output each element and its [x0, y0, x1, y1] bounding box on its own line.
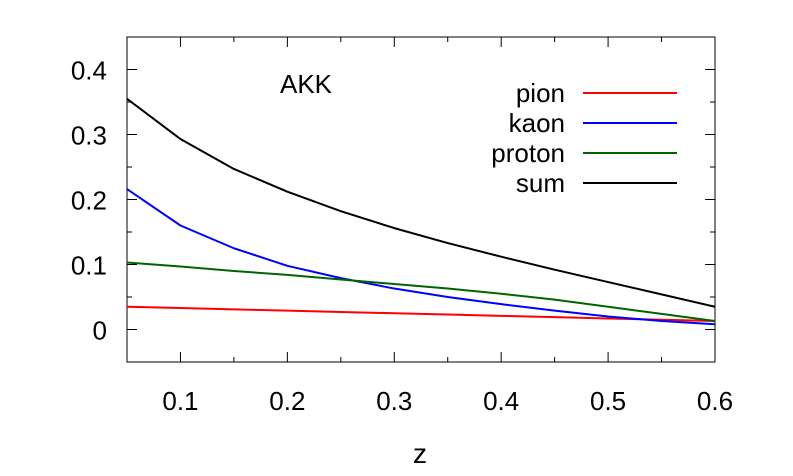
series-line-kaon — [127, 188, 715, 326]
legend-label-proton: proton — [491, 138, 565, 168]
x-tick-label: 0.3 — [376, 386, 412, 416]
y-tick-label: 0.3 — [71, 121, 107, 151]
x-axis-label: z — [413, 438, 427, 469]
legend-label-sum: sum — [516, 168, 565, 198]
y-tick-label: 0.1 — [71, 251, 107, 281]
chart-title: AKK — [280, 69, 333, 99]
x-tick-label: 0.1 — [162, 386, 198, 416]
legend-label-pion: pion — [516, 78, 565, 108]
x-tick-label: 0.5 — [590, 386, 626, 416]
series-line-sum — [127, 97, 715, 308]
series-line-proton — [127, 261, 715, 323]
x-tick-label: 0.2 — [269, 386, 305, 416]
x-tick-label: 0.6 — [697, 386, 733, 416]
y-tick-label: 0.2 — [71, 186, 107, 216]
series-line-pion — [127, 305, 715, 323]
y-tick-label: 0 — [93, 316, 107, 346]
legend-label-kaon: kaon — [509, 108, 565, 138]
y-tick-label: 0.4 — [71, 56, 107, 86]
plot-area: 0.1 0.2 0.3 0.4 0.5 0.6 0 0.1 0.2 0.3 0.4 pionkaonp… — [71, 36, 733, 416]
x-tick-label: 0.4 — [483, 386, 519, 416]
